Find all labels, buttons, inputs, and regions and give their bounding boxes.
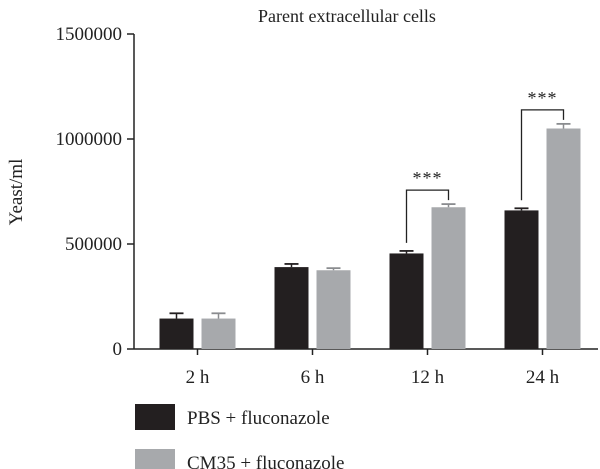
- y-axis-title: Yeast/ml: [6, 159, 27, 226]
- y-tick-label: 500000: [65, 234, 122, 255]
- x-tick-label: 12 h: [411, 367, 445, 388]
- bar-cm35: [546, 128, 581, 349]
- bar-pbs: [159, 318, 194, 349]
- chart-title: Parent extracellular cells: [258, 6, 436, 26]
- bar-pbs: [504, 210, 539, 349]
- significance-bracket: [405, 189, 450, 243]
- x-tick-label: 24 h: [526, 367, 560, 388]
- significance-bracket: [520, 109, 565, 201]
- bar-cm35: [201, 318, 236, 349]
- legend-label: PBS + fluconazole: [187, 408, 330, 429]
- y-tick-label: 1000000: [56, 129, 123, 150]
- significance-label: ***: [528, 88, 558, 108]
- bar-cm35: [431, 207, 466, 349]
- x-tick-label: 6 h: [301, 367, 325, 388]
- significance-label: ***: [413, 168, 443, 188]
- y-tick-label: 0: [113, 339, 123, 360]
- legend-label: CM35 + fluconazole: [187, 453, 344, 469]
- legend-swatch: [135, 449, 175, 469]
- bar-pbs: [274, 267, 309, 349]
- legend-swatch: [135, 404, 175, 430]
- bar-pbs: [389, 253, 424, 349]
- bar-cm35: [316, 270, 351, 349]
- x-tick-label: 2 h: [186, 367, 210, 388]
- y-tick-label: 1500000: [56, 24, 123, 45]
